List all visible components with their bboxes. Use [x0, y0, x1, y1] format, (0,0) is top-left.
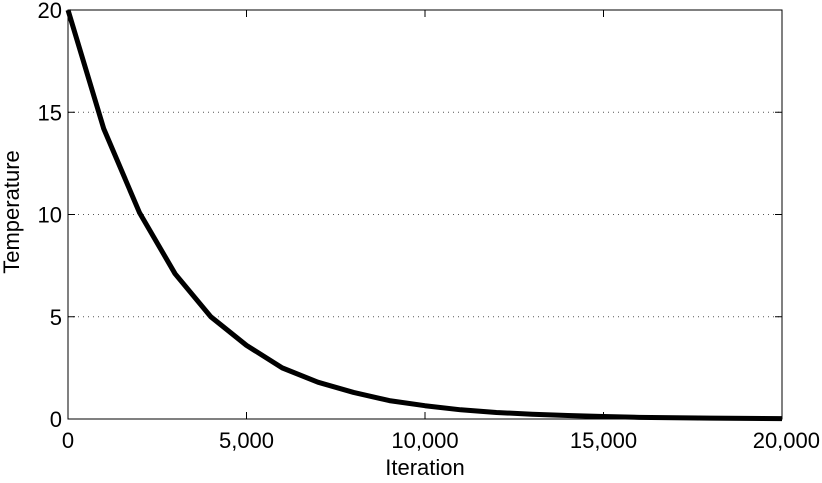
axes: [67, 9, 783, 420]
tick-labels: 0 5 10 15 20 0 5,000 10,000 15,000 20,000: [38, 0, 820, 453]
x-tick-label: 15,000: [570, 428, 637, 453]
y-tick-label: 20: [38, 0, 62, 23]
y-tick-label: 15: [38, 100, 62, 125]
x-tick-label: 20,000: [753, 428, 820, 453]
series-line: [65, 9, 783, 422]
y-tick-label: 0: [50, 407, 62, 432]
y-axis-label: Temperature: [0, 150, 24, 274]
grid-lines: [68, 111, 782, 318]
y-tick-label: 5: [50, 305, 62, 330]
x-axis-label: Iteration: [385, 455, 465, 478]
series-layer: [65, 9, 783, 422]
x-tick-label: 5,000: [219, 428, 274, 453]
y-tick-label: 10: [38, 203, 62, 228]
plot-frame: [67, 9, 783, 420]
x-tick-label: 0: [62, 428, 74, 453]
x-tick-label: 10,000: [391, 428, 458, 453]
